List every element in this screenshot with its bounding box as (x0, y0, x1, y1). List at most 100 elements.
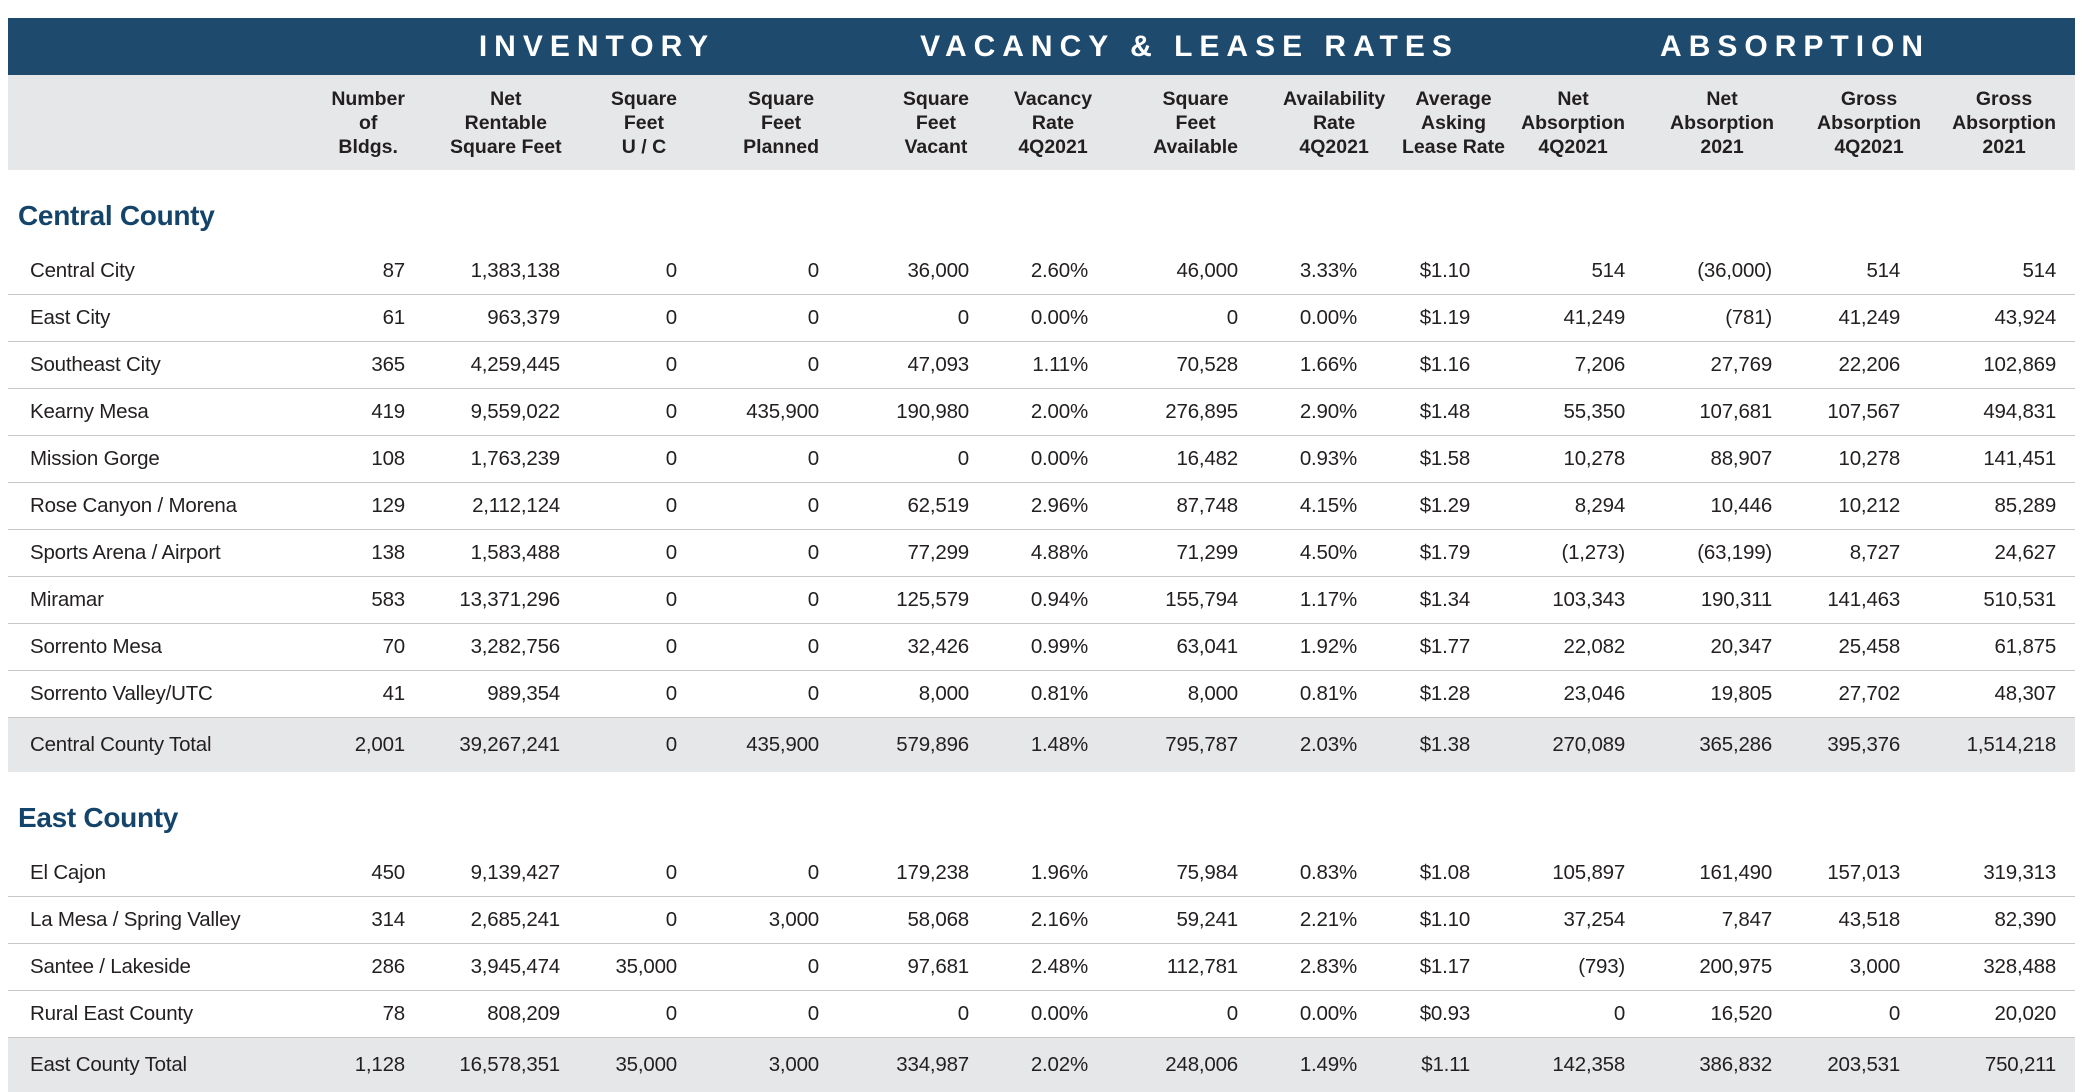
cell-gross-absorption-4q2021: 157,013 (1817, 850, 1945, 897)
cell-number-of-bldgs: 583 (330, 577, 450, 624)
cell-gross-absorption-4q2021: 3,000 (1817, 944, 1945, 991)
cell-number-of-bldgs: 129 (330, 483, 450, 530)
cell-number-of-bldgs: 2,001 (330, 718, 450, 773)
cell-square-feet-planned: 0 (722, 483, 864, 530)
cell-square-feet-vacant: 97,681 (864, 944, 1014, 991)
cell-square-feet-vacant: 0 (864, 295, 1014, 342)
cell-average-asking-lease-rate: $1.16 (1402, 342, 1515, 389)
row-label: East City (8, 295, 330, 342)
cell-net-rentable-square-feet: 16,578,351 (450, 1038, 605, 1092)
cell-square-feet-available: 70,528 (1133, 342, 1283, 389)
cell-vacancy-rate-4q2021: 0.99% (1014, 624, 1133, 671)
cell-vacancy-rate-4q2021: 4.88% (1014, 530, 1133, 577)
cell-number-of-bldgs: 314 (330, 897, 450, 944)
group-header-row: INVENTORY VACANCY & LEASE RATES ABSORPTI… (8, 18, 2075, 75)
cell-square-feet-planned: 435,900 (722, 718, 864, 773)
cell-availability-rate-4q2021: 0.83% (1283, 850, 1402, 897)
row-label: East County Total (8, 1038, 330, 1092)
cell-number-of-bldgs: 419 (330, 389, 450, 436)
cell-net-rentable-square-feet: 1,583,488 (450, 530, 605, 577)
cell-net-absorption-4q2021: 22,082 (1515, 624, 1670, 671)
cell-square-feet-vacant: 579,896 (864, 718, 1014, 773)
cell-square-feet-uc: 35,000 (605, 1038, 722, 1092)
cell-net-absorption-2021: 16,520 (1670, 991, 1817, 1038)
cell-square-feet-available: 71,299 (1133, 530, 1283, 577)
cell-average-asking-lease-rate: $1.19 (1402, 295, 1515, 342)
cell-vacancy-rate-4q2021: 1.11% (1014, 342, 1133, 389)
cell-net-absorption-4q2021: 37,254 (1515, 897, 1670, 944)
cell-net-rentable-square-feet: 13,371,296 (450, 577, 605, 624)
cell-vacancy-rate-4q2021: 0.00% (1014, 991, 1133, 1038)
cell-average-asking-lease-rate: $1.79 (1402, 530, 1515, 577)
cell-net-absorption-2021: 365,286 (1670, 718, 1817, 773)
cell-average-asking-lease-rate: $1.10 (1402, 248, 1515, 295)
group-header-vacancy-lease-rates: VACANCY & LEASE RATES (864, 18, 1515, 75)
cell-vacancy-rate-4q2021: 0.94% (1014, 577, 1133, 624)
cell-square-feet-planned: 0 (722, 944, 864, 991)
row-label: Miramar (8, 577, 330, 624)
cell-availability-rate-4q2021: 0.00% (1283, 991, 1402, 1038)
row-label: La Mesa / Spring Valley (8, 897, 330, 944)
cell-gross-absorption-2021: 141,451 (1945, 436, 2075, 483)
cell-gross-absorption-4q2021: 22,206 (1817, 342, 1945, 389)
cell-vacancy-rate-4q2021: 1.48% (1014, 718, 1133, 773)
cell-gross-absorption-4q2021: 8,727 (1817, 530, 1945, 577)
cell-net-absorption-2021: (781) (1670, 295, 1817, 342)
cell-square-feet-uc: 0 (605, 389, 722, 436)
cell-net-rentable-square-feet: 2,112,124 (450, 483, 605, 530)
cell-number-of-bldgs: 365 (330, 342, 450, 389)
cell-average-asking-lease-rate: $1.77 (1402, 624, 1515, 671)
cell-average-asking-lease-rate: $1.29 (1402, 483, 1515, 530)
row-label: Sorrento Mesa (8, 624, 330, 671)
cell-net-absorption-4q2021: 142,358 (1515, 1038, 1670, 1092)
cell-availability-rate-4q2021: 2.90% (1283, 389, 1402, 436)
cell-net-rentable-square-feet: 9,139,427 (450, 850, 605, 897)
cell-square-feet-uc: 0 (605, 577, 722, 624)
cell-square-feet-vacant: 36,000 (864, 248, 1014, 295)
cell-gross-absorption-4q2021: 203,531 (1817, 1038, 1945, 1092)
cell-net-absorption-2021: 10,446 (1670, 483, 1817, 530)
cell-square-feet-uc: 0 (605, 897, 722, 944)
cell-square-feet-vacant: 47,093 (864, 342, 1014, 389)
cell-gross-absorption-2021: 1,514,218 (1945, 718, 2075, 773)
cell-availability-rate-4q2021: 2.83% (1283, 944, 1402, 991)
row-label: Central County Total (8, 718, 330, 773)
cell-number-of-bldgs: 138 (330, 530, 450, 577)
cell-net-absorption-2021: (36,000) (1670, 248, 1817, 295)
cell-gross-absorption-2021: 43,924 (1945, 295, 2075, 342)
cell-number-of-bldgs: 1,128 (330, 1038, 450, 1092)
cell-vacancy-rate-4q2021: 2.16% (1014, 897, 1133, 944)
group-header-corner (8, 18, 330, 75)
cell-gross-absorption-2021: 48,307 (1945, 671, 2075, 718)
section-heading-row: East County (8, 772, 2075, 850)
cell-availability-rate-4q2021: 4.50% (1283, 530, 1402, 577)
cell-vacancy-rate-4q2021: 2.60% (1014, 248, 1133, 295)
cell-number-of-bldgs: 450 (330, 850, 450, 897)
cell-gross-absorption-4q2021: 43,518 (1817, 897, 1945, 944)
cell-square-feet-planned: 0 (722, 436, 864, 483)
cell-square-feet-uc: 0 (605, 991, 722, 1038)
cell-square-feet-vacant: 62,519 (864, 483, 1014, 530)
cell-gross-absorption-4q2021: 27,702 (1817, 671, 1945, 718)
cell-gross-absorption-4q2021: 141,463 (1817, 577, 1945, 624)
cell-net-absorption-4q2021: 0 (1515, 991, 1670, 1038)
cell-net-absorption-4q2021: 7,206 (1515, 342, 1670, 389)
cell-vacancy-rate-4q2021: 2.48% (1014, 944, 1133, 991)
cell-net-absorption-4q2021: 270,089 (1515, 718, 1670, 773)
cell-availability-rate-4q2021: 0.00% (1283, 295, 1402, 342)
cell-square-feet-available: 63,041 (1133, 624, 1283, 671)
cell-net-absorption-2021: 7,847 (1670, 897, 1817, 944)
cell-gross-absorption-2021: 20,020 (1945, 991, 2075, 1038)
row-label: El Cajon (8, 850, 330, 897)
row-label: Sports Arena / Airport (8, 530, 330, 577)
